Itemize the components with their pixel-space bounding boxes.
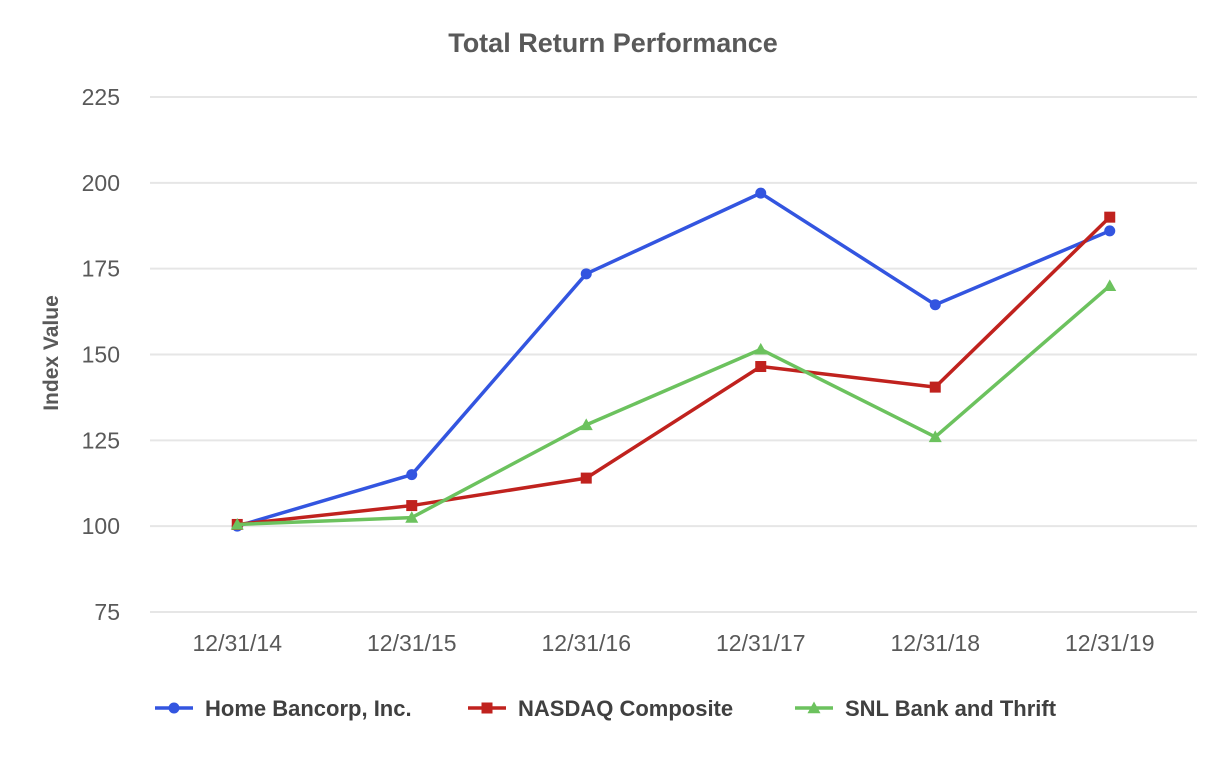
series-snl-bank-and-thrift [230, 279, 1117, 530]
data-point [755, 361, 767, 373]
data-point [405, 511, 419, 523]
legend-label: SNL Bank and Thrift [845, 696, 1057, 721]
data-point [755, 187, 767, 199]
y-tick-label: 75 [94, 599, 120, 625]
y-tick-label: 150 [82, 342, 120, 368]
data-point [929, 299, 941, 311]
series-line [236, 191, 1111, 528]
y-tick-label: 100 [82, 513, 120, 539]
legend-item-snl-bank-and-thrift: SNL Bank and Thrift [795, 696, 1057, 721]
y-tick-label: 175 [82, 256, 120, 282]
x-tick-label: 12/31/17 [716, 630, 806, 656]
series-line [237, 284, 1111, 527]
legend-item-home-bancorp-inc: Home Bancorp, Inc. [155, 696, 412, 721]
x-tick-label: 12/31/18 [890, 630, 980, 656]
data-point [406, 500, 418, 512]
x-tick-label: 12/31/16 [541, 630, 631, 656]
x-axis-ticks: 12/31/14 12/31/15 12/31/16 12/31/17 12/31/18… [192, 630, 1154, 656]
x-tick-label: 12/31/15 [367, 630, 457, 656]
y-tick-label: 200 [82, 170, 120, 196]
data-point [580, 472, 592, 484]
data-point [929, 381, 941, 393]
data-point [406, 469, 418, 481]
y-axis-ticks: 75 100 125 150 175 200 225 [82, 84, 120, 625]
gridlines [150, 96, 1197, 613]
data-point [928, 430, 942, 443]
data-point [754, 342, 768, 355]
series-lines [230, 187, 1117, 532]
legend-item-nasdaq-composite: NASDAQ Composite [468, 696, 733, 721]
series-nasdaq-composite [231, 211, 1116, 530]
data-point [579, 418, 593, 431]
legend: Home Bancorp, Inc. NASDAQ Composite SNL Ba… [155, 696, 1057, 721]
data-point [1104, 211, 1116, 223]
legend-marker [807, 701, 821, 714]
legend-marker [168, 702, 180, 714]
data-point [230, 517, 244, 530]
x-tick-label: 12/31/19 [1065, 630, 1155, 656]
data-point [1103, 279, 1117, 292]
y-tick-label: 125 [82, 427, 120, 453]
y-axis-title: Index Value [40, 295, 63, 411]
legend-marker [481, 702, 493, 714]
data-point [580, 268, 592, 280]
chart-title: Total Return Performance [448, 28, 778, 58]
series-home-bancorp-inc [231, 187, 1116, 532]
legend-label: Home Bancorp, Inc. [205, 696, 412, 721]
data-point [1104, 225, 1116, 237]
series-line [237, 215, 1111, 527]
legend-label: NASDAQ Composite [518, 696, 733, 721]
x-tick-label: 12/31/14 [192, 630, 282, 656]
y-tick-label: 225 [82, 84, 120, 110]
